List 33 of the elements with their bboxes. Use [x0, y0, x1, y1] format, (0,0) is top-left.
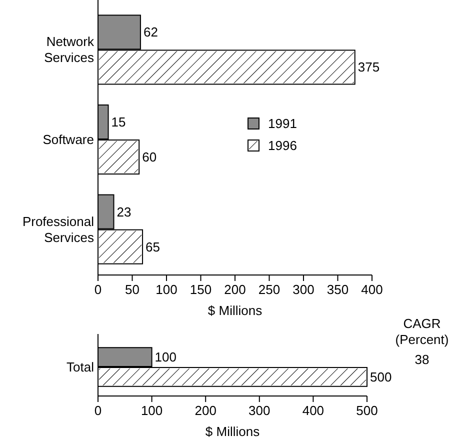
data-label: 15 — [111, 114, 126, 130]
legend-label: 1996 — [268, 138, 297, 153]
y-tick-label: Professional Services — [22, 214, 94, 245]
data-label: 60 — [142, 150, 157, 165]
data-label: 375 — [358, 60, 380, 75]
x-tick-label: 250 — [258, 282, 280, 297]
x-axis-title: $ Millions — [205, 424, 260, 439]
x-tick-label: 0 — [94, 403, 102, 418]
x-tick-label: 150 — [190, 282, 212, 297]
x-tick-label: 100 — [140, 403, 163, 418]
y-tick-label: Software — [42, 132, 94, 147]
x-tick-label: 300 — [248, 403, 270, 418]
y-tick-label: Total — [66, 360, 94, 374]
x-tick-label: 0 — [94, 282, 102, 297]
x-tick-label: 200 — [224, 282, 246, 297]
x-tick-label: 400 — [302, 403, 324, 418]
data-label: 65 — [146, 239, 160, 254]
x-tick-label: 500 — [356, 403, 378, 418]
data-label: 500 — [370, 369, 392, 384]
data-label: 62 — [143, 24, 158, 40]
x-tick-label: 300 — [292, 282, 314, 297]
data-label: 100 — [154, 350, 177, 365]
text: CAGR (Percent) — [395, 316, 449, 347]
legend-label: 1991 — [268, 116, 297, 131]
x-axis-title: $ Millions — [208, 303, 263, 318]
x-tick-label: 400 — [361, 282, 383, 297]
text: 38 — [414, 352, 430, 367]
x-tick-label: 50 — [125, 282, 140, 297]
data-label: 23 — [116, 204, 132, 220]
x-tick-label: 350 — [326, 282, 349, 297]
y-tick-label: Network Services — [44, 34, 94, 66]
x-tick-label: 200 — [194, 403, 216, 418]
x-tick-label: 100 — [156, 282, 178, 297]
